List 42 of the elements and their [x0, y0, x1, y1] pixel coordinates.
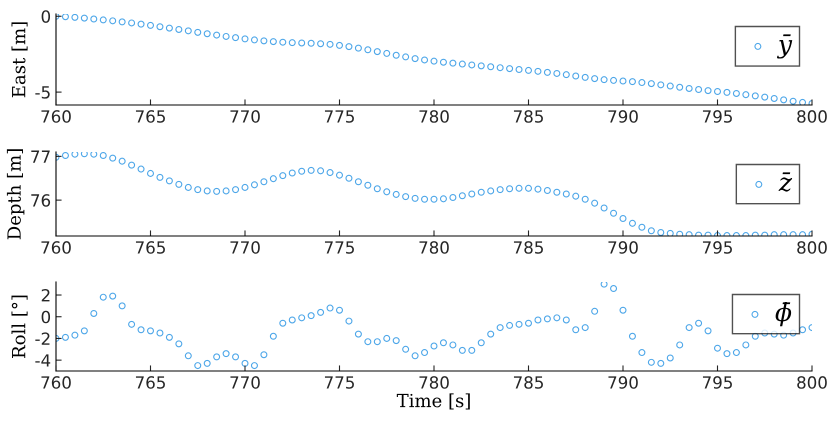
x-tick-label: 790 [608, 241, 638, 254]
y-tick-label: 0 [42, 10, 50, 23]
y-tick-label: 77 [31, 150, 50, 163]
x-tick-label: 765 [136, 110, 165, 123]
x-tick-label: 760 [41, 376, 71, 389]
x-tick-label: 795 [702, 110, 732, 123]
x-tick-label: 765 [136, 241, 165, 254]
x-tick-label: 770 [230, 110, 260, 123]
y-tick-label: 0 [42, 310, 50, 324]
x-tick-label: 795 [702, 376, 732, 389]
y-tick-label: 76 [31, 194, 50, 207]
y-tick-label: 2 [42, 288, 50, 302]
y-tick-label: -4 [35, 354, 50, 366]
y-axis-title: Depth [m] [6, 149, 24, 240]
x-tick-label: 785 [514, 110, 543, 123]
x-tick-label: 775 [324, 110, 354, 123]
x-tick-label: 765 [136, 376, 165, 389]
x-tick-label: 800 [797, 241, 827, 254]
x-tick-label: 780 [419, 376, 449, 389]
x-tick-label: 780 [419, 241, 449, 254]
legend-label: ϕ̄ [776, 302, 792, 326]
y-tick-label: -5 [35, 86, 50, 99]
x-tick-label: 760 [41, 110, 71, 123]
x-tick-label: 800 [797, 110, 827, 123]
x-tick-label: 770 [230, 376, 260, 389]
x-tick-label: 785 [514, 241, 543, 254]
x-tick-label: 760 [41, 241, 71, 254]
legend-label: ȳ [776, 34, 792, 59]
x-tick-label: 775 [324, 241, 354, 254]
x-tick-label: 790 [608, 110, 638, 123]
x-tick-label: 780 [419, 110, 449, 123]
x-tick-label: 800 [797, 376, 827, 389]
y-axis-title: Roll [°] [11, 296, 28, 358]
x-tick-label: 790 [608, 376, 638, 389]
x-tick-label: 770 [230, 241, 260, 254]
x-tick-label: 785 [514, 376, 543, 389]
x-tick-label: 795 [702, 241, 732, 254]
y-axis-title: East [m] [11, 22, 28, 98]
x-axis-title: Time [s] [396, 393, 470, 410]
y-tick-label: -2 [35, 332, 50, 345]
x-tick-label: 775 [324, 376, 354, 389]
legend-label: z̄ [778, 172, 792, 192]
